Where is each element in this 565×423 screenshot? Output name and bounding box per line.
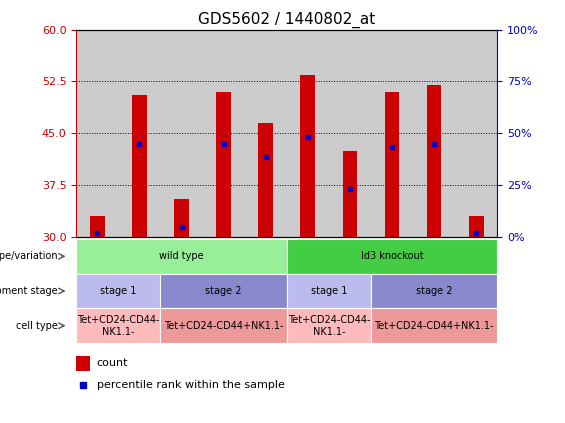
Bar <box>76 356 90 371</box>
Bar <box>301 74 315 237</box>
Bar <box>413 30 455 237</box>
Bar <box>385 92 399 237</box>
Text: Tet+CD24-CD44+NK1.1-: Tet+CD24-CD44+NK1.1- <box>374 321 494 331</box>
Text: Id3 knockout: Id3 knockout <box>360 251 423 261</box>
Text: stage 1: stage 1 <box>311 286 347 296</box>
Text: development stage: development stage <box>0 286 58 296</box>
Text: Tet+CD24-CD44-
NK1.1-: Tet+CD24-CD44- NK1.1- <box>288 315 370 337</box>
Bar <box>245 30 287 237</box>
Bar <box>469 216 484 237</box>
Text: stage 1: stage 1 <box>100 286 137 296</box>
Bar <box>174 199 189 237</box>
Bar <box>76 30 119 237</box>
Bar <box>160 30 202 237</box>
Text: genotype/variation: genotype/variation <box>0 251 58 261</box>
Bar <box>119 30 160 237</box>
Text: percentile rank within the sample: percentile rank within the sample <box>97 379 285 390</box>
Text: Tet+CD24-CD44-
NK1.1-: Tet+CD24-CD44- NK1.1- <box>77 315 160 337</box>
Bar <box>202 30 245 237</box>
Bar <box>329 30 371 237</box>
Title: GDS5602 / 1440802_at: GDS5602 / 1440802_at <box>198 12 375 28</box>
Bar <box>132 95 147 237</box>
Bar <box>216 92 231 237</box>
Text: count: count <box>97 358 128 368</box>
Bar <box>258 123 273 237</box>
Text: wild type: wild type <box>159 251 204 261</box>
Bar <box>342 151 357 237</box>
Bar <box>455 30 497 237</box>
Text: Tet+CD24-CD44+NK1.1-: Tet+CD24-CD44+NK1.1- <box>164 321 284 331</box>
Bar <box>427 85 441 237</box>
Bar <box>371 30 413 237</box>
Text: cell type: cell type <box>16 321 58 331</box>
Text: stage 2: stage 2 <box>205 286 242 296</box>
Bar <box>287 30 329 237</box>
Text: stage 2: stage 2 <box>416 286 453 296</box>
Bar <box>90 216 105 237</box>
